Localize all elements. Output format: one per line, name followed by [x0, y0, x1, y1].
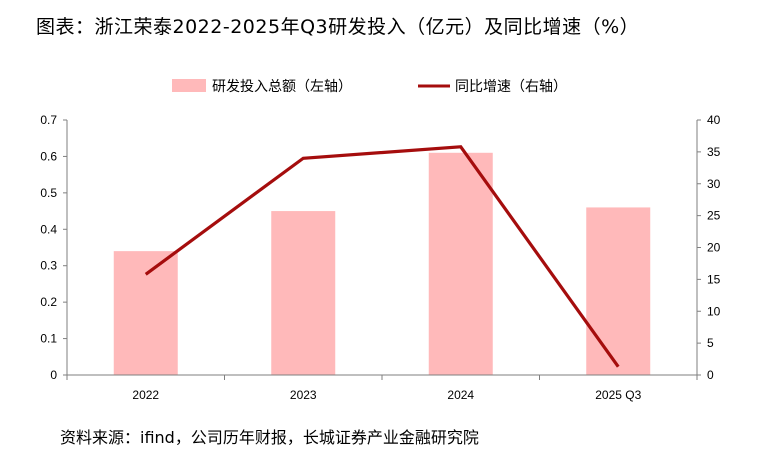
y-left-tick-label: 0.4 — [40, 222, 57, 236]
bar-2024 — [428, 152, 493, 375]
y-left-tick-label: 0 — [50, 368, 57, 382]
y-right-tick-label: 40 — [707, 113, 721, 127]
x-tick-label: 2025 Q3 — [595, 388, 641, 402]
legend: 研发投入总额（左轴） 同比增速（右轴） — [172, 79, 567, 95]
bar-2022 — [113, 251, 178, 375]
legend-label-line: 同比增速（右轴） — [455, 79, 567, 95]
legend-label-bar: 研发投入总额（左轴） — [212, 79, 352, 95]
y-left-tick-label: 0.6 — [40, 149, 57, 163]
y-right-tick-label: 10 — [707, 304, 721, 318]
x-tick-label: 2023 — [290, 388, 317, 402]
y-left-tick-label: 0.2 — [40, 295, 57, 309]
y-right-tick-label: 15 — [707, 272, 721, 286]
y-right-tick-label: 20 — [707, 241, 721, 255]
y-left-tick-label: 0.3 — [40, 259, 57, 273]
source-note: 资料来源：ifind，公司历年财报，长城证券产业金融研究院 — [60, 428, 479, 447]
y-right-tick-label: 25 — [707, 209, 721, 223]
y-right-tick-label: 0 — [707, 368, 714, 382]
growth-line — [144, 145, 620, 368]
x-tick-label: 2024 — [447, 388, 474, 402]
y-right-tick-label: 5 — [707, 336, 714, 350]
x-tick-label: 2022 — [132, 388, 159, 402]
bar-2025-Q3 — [586, 207, 651, 375]
legend-swatch-bar — [172, 79, 206, 92]
bar-2023 — [271, 211, 336, 375]
y-left-tick-label: 0.5 — [40, 186, 57, 200]
y-left-tick-label: 0.1 — [40, 332, 57, 346]
chart-title: 图表：浙江荣泰2022-2025年Q3研发投入（亿元）及同比增速（%） — [36, 16, 640, 38]
y-right-tick-label: 30 — [707, 177, 721, 191]
plot-area: 0 0.1 0.2 0.3 0.4 0.5 0.6 0.7 0 5 10 15 20 25 30 35 40 20… — [40, 113, 720, 402]
y-right-tick-label: 35 — [707, 145, 721, 159]
y-left-tick-label: 0.7 — [40, 113, 57, 127]
